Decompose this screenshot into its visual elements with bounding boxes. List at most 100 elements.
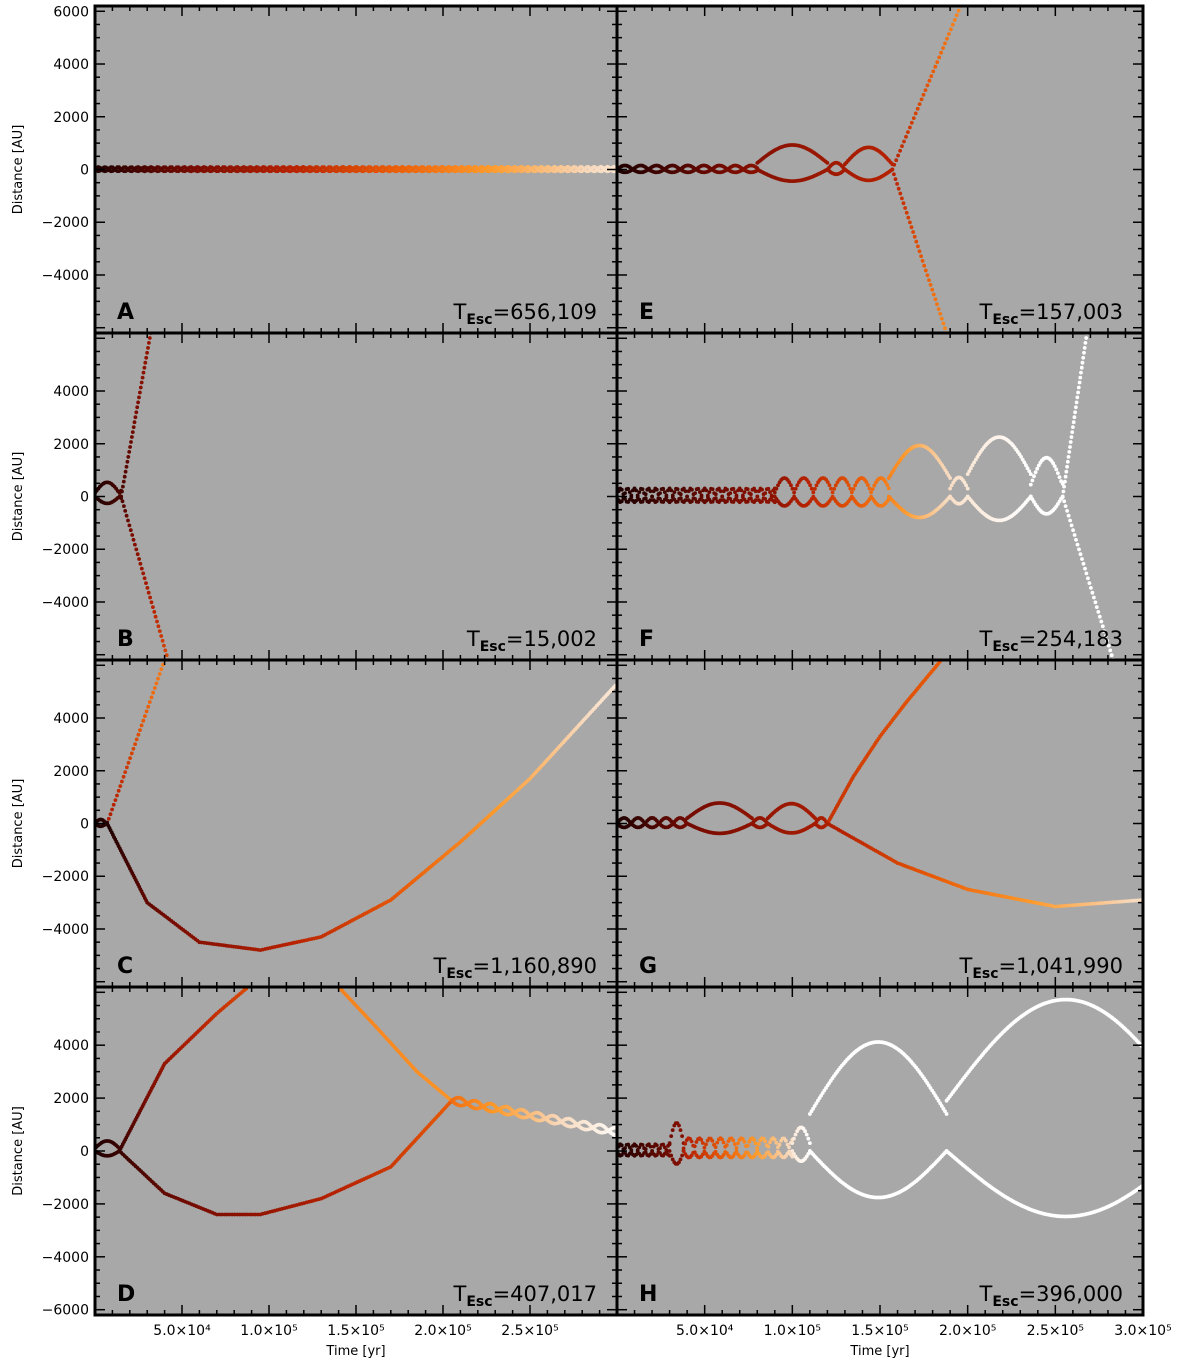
data-point bbox=[789, 483, 793, 488]
data-point bbox=[120, 489, 124, 494]
data-point bbox=[1071, 425, 1075, 429]
trajectory bbox=[95, 333, 170, 660]
panel-g: G TEsc=1,041,990 bbox=[615, 658, 1145, 989]
data-point bbox=[1063, 504, 1068, 508]
data-point bbox=[724, 1143, 729, 1147]
escape-time-subscript: Esc bbox=[992, 1294, 1018, 1310]
y-tick-label: 0 bbox=[80, 1144, 89, 1160]
data-point bbox=[692, 1150, 697, 1155]
data-point bbox=[911, 230, 915, 234]
data-point bbox=[949, 483, 954, 488]
trajectory bbox=[617, 997, 1143, 1219]
data-point bbox=[739, 488, 744, 493]
data-point bbox=[1068, 440, 1073, 444]
data-point bbox=[149, 695, 154, 700]
data-point bbox=[814, 483, 819, 488]
data-point bbox=[1079, 370, 1083, 375]
data-point bbox=[699, 495, 704, 500]
panel-letter: H bbox=[639, 1282, 657, 1307]
data-point bbox=[704, 498, 709, 503]
data-point bbox=[143, 360, 148, 365]
data-point bbox=[1064, 469, 1069, 474]
data-point bbox=[808, 1141, 812, 1145]
data-point bbox=[896, 186, 901, 191]
data-point bbox=[131, 537, 136, 542]
data-point bbox=[935, 60, 940, 64]
data-point bbox=[904, 134, 908, 139]
data-point bbox=[898, 148, 902, 153]
data-point bbox=[766, 1144, 771, 1149]
data-point bbox=[943, 41, 947, 46]
data-point bbox=[913, 111, 918, 116]
axis-ticks bbox=[94, 6, 618, 333]
data-point bbox=[138, 390, 142, 395]
panel-b: B TEsc=15,002 4000 2000 0 −2000 −4000 Distance … bbox=[11, 331, 619, 662]
data-point bbox=[237, 1212, 242, 1217]
data-point bbox=[742, 1139, 747, 1144]
data-point bbox=[1072, 533, 1077, 537]
data-point bbox=[683, 1141, 688, 1146]
data-point bbox=[1080, 557, 1084, 561]
data-point bbox=[1065, 464, 1069, 469]
data-point bbox=[654, 499, 659, 504]
panels-grid: A TEsc=656,1096000400020000−2000−4000Dist… bbox=[11, 4, 1172, 1359]
escape-time-label: TEsc=157,003 bbox=[979, 300, 1123, 328]
data-point bbox=[731, 486, 736, 491]
data-point bbox=[693, 497, 697, 501]
data-point bbox=[939, 50, 943, 55]
data-point bbox=[626, 486, 631, 491]
escape-time-label: TEsc=1,041,990 bbox=[958, 954, 1123, 982]
data-point bbox=[790, 1141, 795, 1145]
escape-time-label: TEsc=15,002 bbox=[466, 627, 597, 655]
data-point bbox=[827, 483, 832, 487]
data-point bbox=[925, 273, 930, 278]
data-point bbox=[901, 201, 906, 206]
data-point bbox=[700, 1152, 705, 1157]
data-point bbox=[944, 1112, 949, 1116]
data-point bbox=[704, 488, 709, 493]
data-point bbox=[713, 496, 718, 500]
panel-letter: G bbox=[639, 954, 657, 979]
data-point bbox=[1066, 513, 1071, 518]
data-point bbox=[669, 488, 674, 493]
y-tick-label: 2000 bbox=[53, 437, 89, 453]
escape-time-symbol: T bbox=[979, 300, 993, 324]
escape-time-value: =656,109 bbox=[493, 300, 597, 324]
data-point bbox=[225, 1212, 229, 1217]
data-point bbox=[917, 102, 922, 106]
data-point bbox=[753, 489, 758, 494]
y-tick-label: −4000 bbox=[42, 268, 89, 284]
data-point bbox=[745, 1144, 750, 1148]
data-point bbox=[131, 425, 136, 429]
data-point bbox=[747, 1139, 752, 1144]
data-point bbox=[1024, 463, 1028, 468]
data-point bbox=[919, 254, 923, 258]
data-point bbox=[1086, 576, 1090, 581]
data-point bbox=[1062, 484, 1066, 489]
data-point bbox=[702, 1145, 707, 1150]
data-point bbox=[1138, 898, 1143, 903]
data-point bbox=[904, 210, 909, 215]
data-point bbox=[1082, 346, 1087, 350]
data-point bbox=[689, 1139, 694, 1144]
data-point bbox=[113, 798, 118, 802]
y-axis-title: Distance [AU] bbox=[11, 779, 26, 869]
panel-letter: E bbox=[639, 300, 654, 325]
data-point bbox=[116, 788, 121, 793]
data-point bbox=[914, 239, 919, 244]
data-point bbox=[806, 1152, 811, 1156]
data-point bbox=[734, 495, 739, 500]
data-point bbox=[685, 494, 689, 499]
data-point bbox=[139, 723, 144, 728]
data-point bbox=[146, 346, 150, 350]
y-tick-label: 4000 bbox=[53, 57, 89, 73]
data-point bbox=[243, 1212, 247, 1217]
data-point bbox=[1106, 643, 1111, 648]
data-point bbox=[721, 1140, 726, 1145]
data-point bbox=[152, 610, 157, 614]
data-point bbox=[690, 487, 694, 492]
panel-letter: F bbox=[639, 627, 654, 652]
data-point bbox=[811, 490, 816, 495]
data-point bbox=[127, 450, 132, 454]
